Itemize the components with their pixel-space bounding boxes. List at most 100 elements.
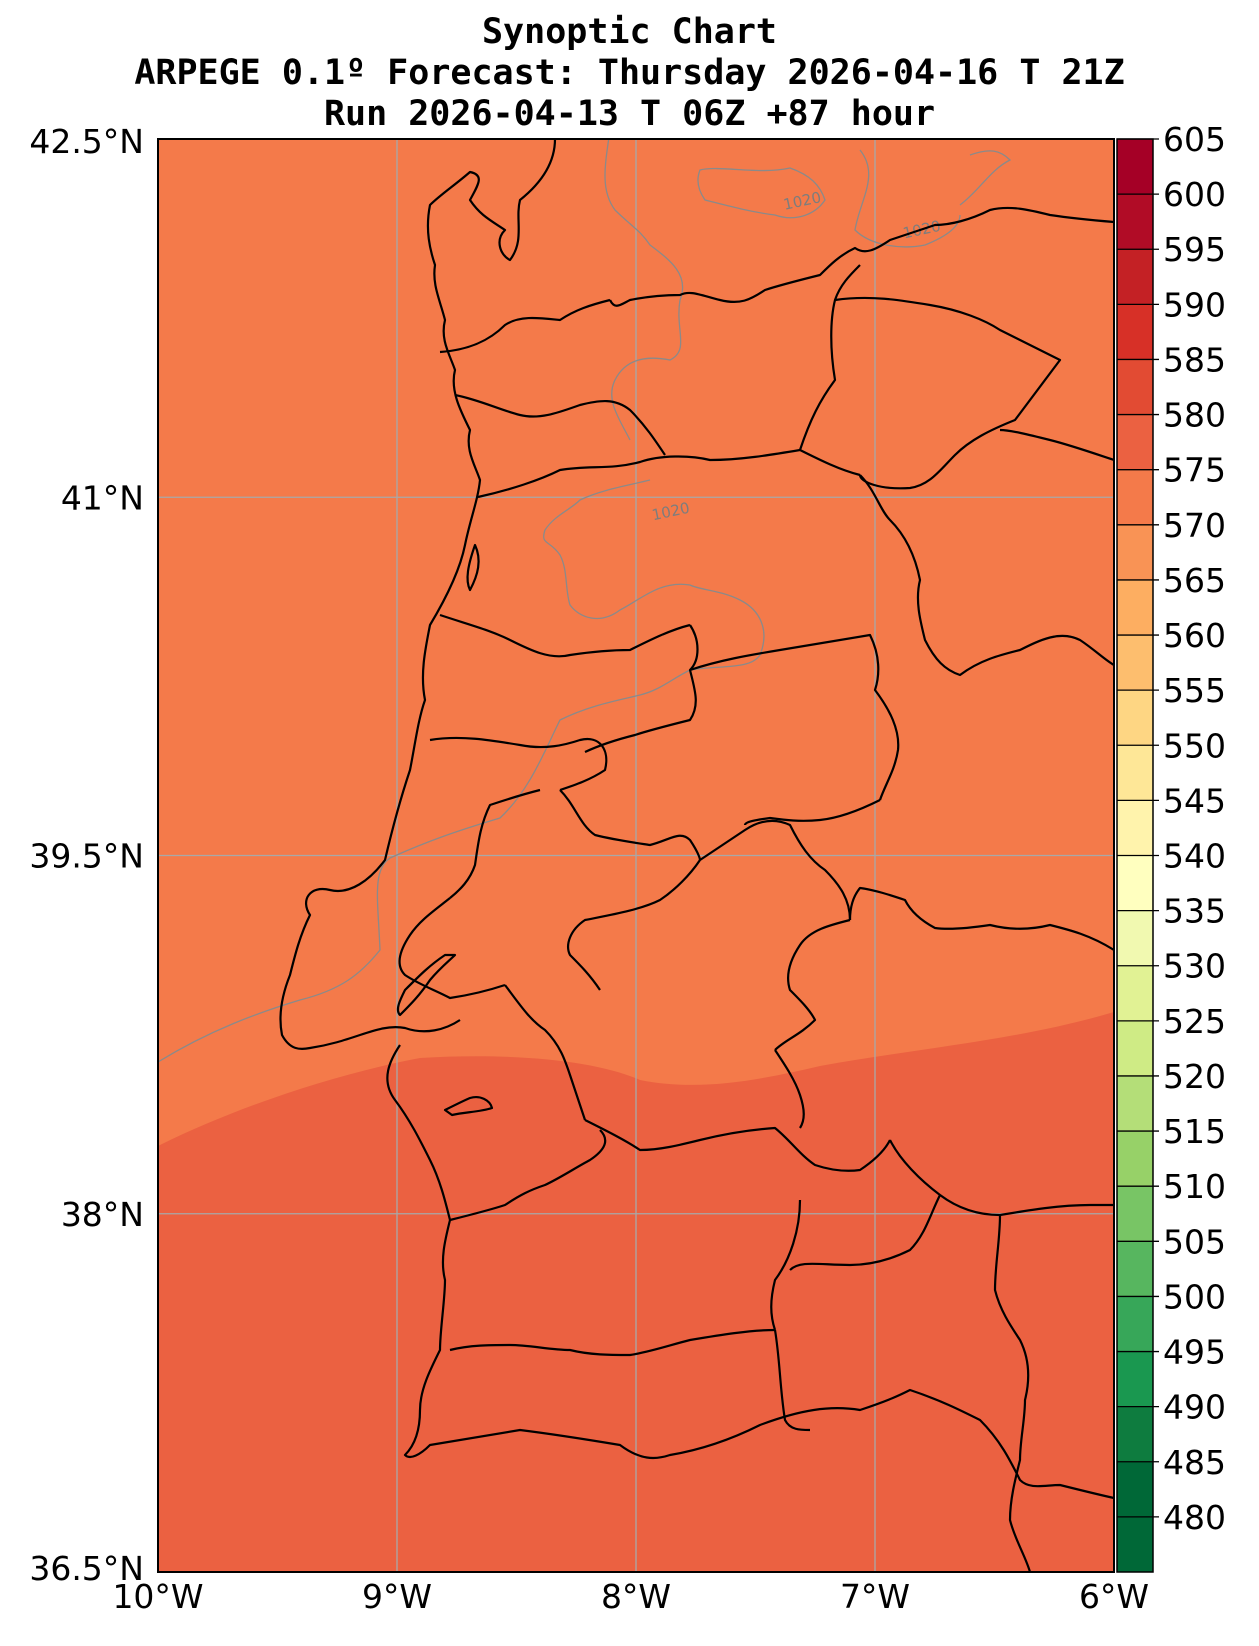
colorbar-label: 540 (1163, 837, 1226, 876)
border-internal-2 (454, 393, 666, 456)
chart-title: Synoptic Chart (481, 12, 777, 52)
colorbar-label: 590 (1163, 285, 1226, 324)
colorbar-label: 555 (1163, 671, 1226, 710)
border-internal-27 (770, 1199, 802, 1331)
colorbar-swatch (1117, 579, 1153, 636)
border-internal-3 (477, 448, 861, 499)
colorbar-label: 495 (1163, 1333, 1226, 1372)
colorbar-swatch (1117, 800, 1153, 856)
colorbar-label: 530 (1163, 947, 1226, 986)
border-internal-24 (449, 1328, 776, 1357)
border-internal-5 (798, 264, 861, 451)
border-internal-17 (567, 859, 701, 991)
border-internal-12 (449, 788, 541, 899)
colorbar-label: 570 (1163, 506, 1226, 545)
colorbar-swatch (1117, 910, 1153, 967)
colorbar-label: 500 (1163, 1277, 1226, 1316)
border-internal-23 (449, 1129, 607, 1222)
lat-tick-label: 38°N (61, 1195, 144, 1234)
colorbar-extend-low (1117, 1516, 1153, 1572)
lat-tick-label: 39.5°N (29, 837, 144, 876)
border-internal-21 (584, 1119, 891, 1172)
border-internal-9 (584, 624, 699, 753)
lon-tick-label: 8°W (601, 1577, 671, 1616)
colorbar-swatch (1117, 139, 1153, 195)
colorbar-label: 605 (1163, 120, 1226, 159)
border-internal-8 (439, 613, 691, 658)
lon-tick-label: 7°W (840, 1577, 910, 1616)
coastline-west (279, 139, 557, 1051)
border-internal-15 (743, 799, 881, 826)
border-internal-13 (559, 789, 702, 861)
colorbar-swatch (1117, 855, 1153, 912)
lat-tick-label: 36.5°N (29, 1549, 144, 1588)
colorbar-label: 505 (1163, 1222, 1226, 1261)
coastline-south-west (386, 1044, 1114, 1500)
colorbar-label: 515 (1163, 1112, 1226, 1151)
colorbar-swatch (1117, 1461, 1153, 1518)
colorbar-swatch (1117, 1241, 1153, 1297)
colorbar-label: 595 (1163, 230, 1226, 269)
isobar-lines (158, 139, 1012, 1063)
colorbar-label: 545 (1163, 781, 1226, 820)
border-internal-6 (834, 296, 1062, 490)
colorbar-label: 485 (1163, 1443, 1226, 1482)
colorbar-label: 510 (1163, 1167, 1226, 1206)
colorbar-swatch (1117, 249, 1153, 305)
colorbar-swatch (1117, 304, 1153, 360)
aveiro-lagoon (466, 543, 480, 592)
colorbar-label: 535 (1163, 892, 1226, 931)
colorbar-swatch (1117, 524, 1153, 581)
colorbar-swatch (1117, 414, 1153, 471)
lat-tick-label: 41°N (61, 478, 144, 517)
colorbar-swatch (1117, 1186, 1153, 1242)
colorbar-label: 490 (1163, 1388, 1226, 1427)
border-north (609, 206, 1114, 307)
colorbar-label: 480 (1163, 1498, 1226, 1537)
border-internal-1 (439, 298, 611, 354)
border-internal-22 (774, 1049, 805, 1129)
colorbar-swatch (1117, 635, 1153, 691)
colorbar-swatch (1117, 1296, 1153, 1353)
colorbar-swatch (1117, 690, 1153, 746)
border-internal-25 (773, 1329, 811, 1432)
colorbar-swatch (1117, 194, 1153, 250)
gridlines (158, 139, 1114, 1572)
tagus-estuary (396, 953, 457, 1017)
colorbar-label: 565 (1163, 561, 1226, 600)
colorbar: 480 485 490 495 500 505 510 515 520 525 530 535 540 5… (1116, 120, 1226, 1573)
colorbar-swatch (1117, 1075, 1153, 1132)
colorbar-label: 520 (1163, 1057, 1226, 1096)
border-internal-14 (699, 819, 852, 921)
colorbar-swatch (1117, 1020, 1153, 1077)
chart-subtitle-forecast: ARPEGE 0.1º Forecast: Thursday 2026-04-1… (134, 53, 1125, 93)
border-internal-11 (429, 736, 608, 792)
colorbar-label: 560 (1163, 616, 1226, 655)
lon-tick-label: 10°W (112, 1577, 203, 1616)
sado-estuary (443, 1096, 494, 1117)
lat-tick-label: 42.5°N (29, 122, 144, 161)
border-internal-10 (689, 633, 900, 801)
border-internal-28 (789, 1194, 941, 1271)
border-internal-18 (774, 918, 851, 1051)
colorbar-swatch (1117, 965, 1153, 1022)
lon-tick-label: 6°W (1079, 1577, 1149, 1616)
colorbar-label: 525 (1163, 1002, 1226, 1041)
border-internal-20 (504, 984, 587, 1121)
border-internal-7 (999, 428, 1114, 462)
lon-tick-label: 9°W (362, 1577, 432, 1616)
colorbar-swatch (1117, 745, 1153, 801)
colorbar-swatch (1117, 1351, 1153, 1408)
colorbar-swatch (1117, 359, 1153, 416)
border-internal-4 (859, 474, 1114, 677)
border-internal-29 (993, 1214, 1032, 1572)
colorbar-swatch (1117, 1406, 1153, 1463)
chart-subtitle-run: Run 2026-04-13 T 06Z +87 hour (323, 94, 936, 134)
colorbar-label: 600 (1163, 175, 1226, 214)
latitude-axis: 42.5°N 41°N 39.5°N 38°N 36.5°N (29, 122, 144, 1588)
longitude-axis: 10°W 9°W 8°W 7°W 6°W (112, 1577, 1149, 1616)
border-internal-19 (398, 897, 506, 1000)
colorbar-swatch (1117, 469, 1153, 526)
